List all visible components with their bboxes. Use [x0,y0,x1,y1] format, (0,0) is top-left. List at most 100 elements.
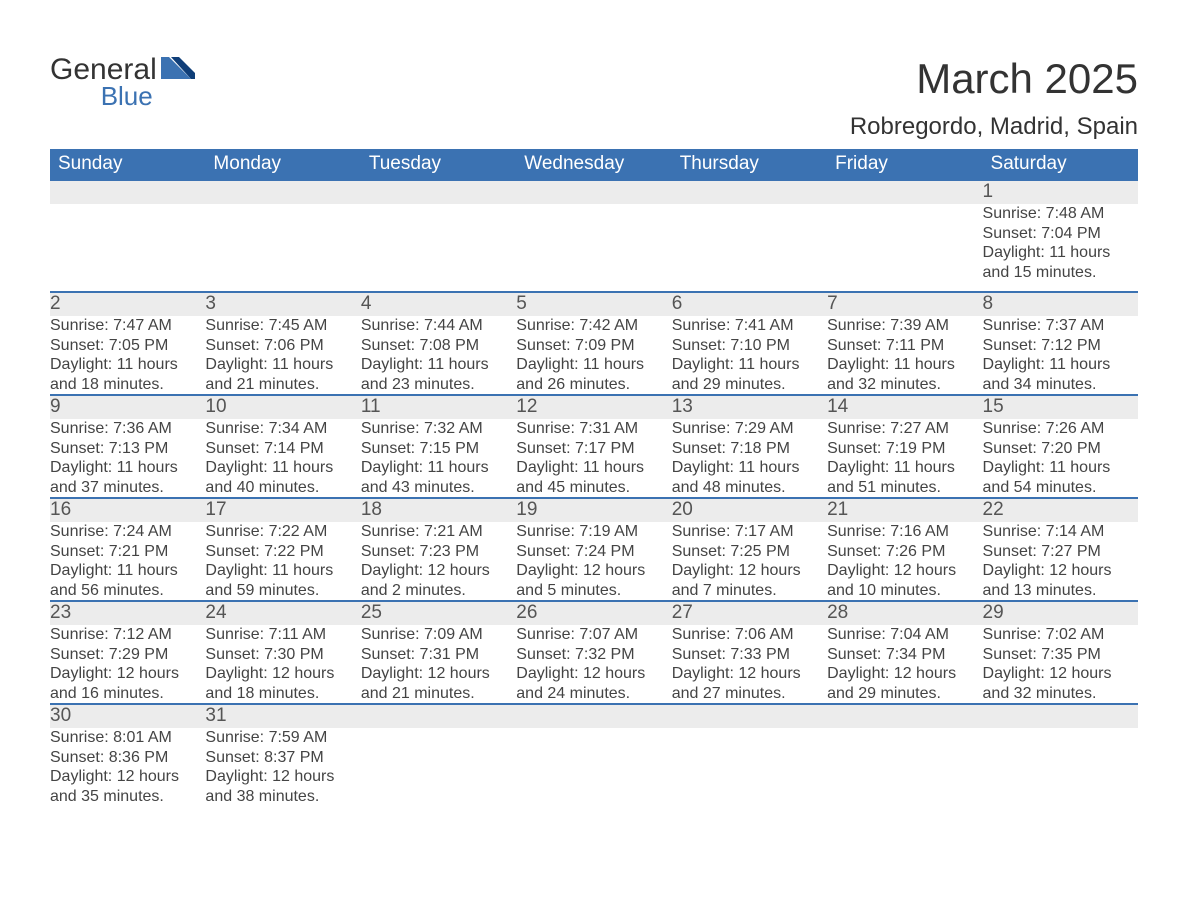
day-cell: Sunrise: 7:39 AMSunset: 7:11 PMDaylight:… [827,316,982,395]
page-title: March 2025 [850,55,1138,103]
day-cell: Sunrise: 7:27 AMSunset: 7:19 PMDaylight:… [827,419,982,498]
day-number [672,180,827,204]
day-cell: Sunrise: 7:22 AMSunset: 7:22 PMDaylight:… [205,522,360,601]
day-number: 19 [516,498,671,522]
day-cell [827,204,982,292]
day-cell: Sunrise: 7:17 AMSunset: 7:25 PMDaylight:… [672,522,827,601]
logo-text-block: General Blue [50,55,157,112]
day-cell [827,728,982,806]
day-cell: Sunrise: 7:37 AMSunset: 7:12 PMDaylight:… [983,316,1138,395]
logo-flag-icon [161,57,195,83]
col-mon: Monday [205,149,360,180]
day-number: 30 [50,704,205,728]
daynum-row: 9101112131415 [50,395,1138,419]
day-cell: Sunrise: 7:11 AMSunset: 7:30 PMDaylight:… [205,625,360,704]
day-cell: Sunrise: 7:34 AMSunset: 7:14 PMDaylight:… [205,419,360,498]
day-cell: Sunrise: 7:07 AMSunset: 7:32 PMDaylight:… [516,625,671,704]
header: General Blue March 2025 Robregordo, Madr… [50,55,1138,141]
day-number: 26 [516,601,671,625]
day-number: 24 [205,601,360,625]
day-number: 1 [983,180,1138,204]
detail-row: Sunrise: 7:12 AMSunset: 7:29 PMDaylight:… [50,625,1138,704]
day-number [516,180,671,204]
daynum-row: 1 [50,180,1138,204]
day-cell [50,204,205,292]
day-number: 2 [50,292,205,316]
page-subtitle: Robregordo, Madrid, Spain [850,113,1138,141]
daynum-row: 16171819202122 [50,498,1138,522]
day-number: 3 [205,292,360,316]
day-number: 8 [983,292,1138,316]
day-number: 20 [672,498,827,522]
day-cell: Sunrise: 7:29 AMSunset: 7:18 PMDaylight:… [672,419,827,498]
day-cell: Sunrise: 7:16 AMSunset: 7:26 PMDaylight:… [827,522,982,601]
day-cell: Sunrise: 7:06 AMSunset: 7:33 PMDaylight:… [672,625,827,704]
col-sun: Sunday [50,149,205,180]
day-number: 28 [827,601,982,625]
day-number: 21 [827,498,982,522]
detail-row: Sunrise: 7:36 AMSunset: 7:13 PMDaylight:… [50,419,1138,498]
day-cell: Sunrise: 7:24 AMSunset: 7:21 PMDaylight:… [50,522,205,601]
day-cell: Sunrise: 7:04 AMSunset: 7:34 PMDaylight:… [827,625,982,704]
day-number: 10 [205,395,360,419]
day-cell: Sunrise: 7:48 AMSunset: 7:04 PMDaylight:… [983,204,1138,292]
day-cell: Sunrise: 7:32 AMSunset: 7:15 PMDaylight:… [361,419,516,498]
day-cell [516,204,671,292]
day-number: 29 [983,601,1138,625]
day-number: 15 [983,395,1138,419]
col-wed: Wednesday [516,149,671,180]
day-cell [361,728,516,806]
day-number: 12 [516,395,671,419]
day-number: 6 [672,292,827,316]
day-number [361,180,516,204]
day-cell [205,204,360,292]
day-number [672,704,827,728]
day-cell [516,728,671,806]
detail-row: Sunrise: 8:01 AMSunset: 8:36 PMDaylight:… [50,728,1138,806]
day-number: 5 [516,292,671,316]
day-number [827,180,982,204]
day-number [827,704,982,728]
day-number: 9 [50,395,205,419]
day-number: 22 [983,498,1138,522]
day-cell: Sunrise: 7:12 AMSunset: 7:29 PMDaylight:… [50,625,205,704]
day-number: 4 [361,292,516,316]
col-sat: Saturday [983,149,1138,180]
detail-row: Sunrise: 7:48 AMSunset: 7:04 PMDaylight:… [50,204,1138,292]
day-cell: Sunrise: 7:45 AMSunset: 7:06 PMDaylight:… [205,316,360,395]
day-number [516,704,671,728]
day-number: 25 [361,601,516,625]
day-number: 11 [361,395,516,419]
calendar-head: Sunday Monday Tuesday Wednesday Thursday… [50,149,1138,180]
col-thu: Thursday [672,149,827,180]
day-number [361,704,516,728]
day-cell: Sunrise: 7:36 AMSunset: 7:13 PMDaylight:… [50,419,205,498]
day-number: 17 [205,498,360,522]
day-cell: Sunrise: 7:42 AMSunset: 7:09 PMDaylight:… [516,316,671,395]
title-block: March 2025 Robregordo, Madrid, Spain [850,55,1138,141]
daynum-row: 2345678 [50,292,1138,316]
day-cell: Sunrise: 7:41 AMSunset: 7:10 PMDaylight:… [672,316,827,395]
day-number [205,180,360,204]
day-cell: Sunrise: 7:19 AMSunset: 7:24 PMDaylight:… [516,522,671,601]
col-fri: Friday [827,149,982,180]
day-number: 31 [205,704,360,728]
day-cell: Sunrise: 7:09 AMSunset: 7:31 PMDaylight:… [361,625,516,704]
day-number: 23 [50,601,205,625]
day-cell [983,728,1138,806]
daynum-row: 23242526272829 [50,601,1138,625]
day-cell: Sunrise: 7:47 AMSunset: 7:05 PMDaylight:… [50,316,205,395]
day-cell: Sunrise: 7:26 AMSunset: 7:20 PMDaylight:… [983,419,1138,498]
day-number: 13 [672,395,827,419]
day-cell: Sunrise: 7:21 AMSunset: 7:23 PMDaylight:… [361,522,516,601]
day-cell [672,204,827,292]
logo: General Blue [50,55,195,112]
day-cell: Sunrise: 7:31 AMSunset: 7:17 PMDaylight:… [516,419,671,498]
day-cell: Sunrise: 7:44 AMSunset: 7:08 PMDaylight:… [361,316,516,395]
day-cell: Sunrise: 7:59 AMSunset: 8:37 PMDaylight:… [205,728,360,806]
day-number: 7 [827,292,982,316]
day-cell: Sunrise: 8:01 AMSunset: 8:36 PMDaylight:… [50,728,205,806]
col-tue: Tuesday [361,149,516,180]
day-cell: Sunrise: 7:02 AMSunset: 7:35 PMDaylight:… [983,625,1138,704]
day-cell: Sunrise: 7:14 AMSunset: 7:27 PMDaylight:… [983,522,1138,601]
